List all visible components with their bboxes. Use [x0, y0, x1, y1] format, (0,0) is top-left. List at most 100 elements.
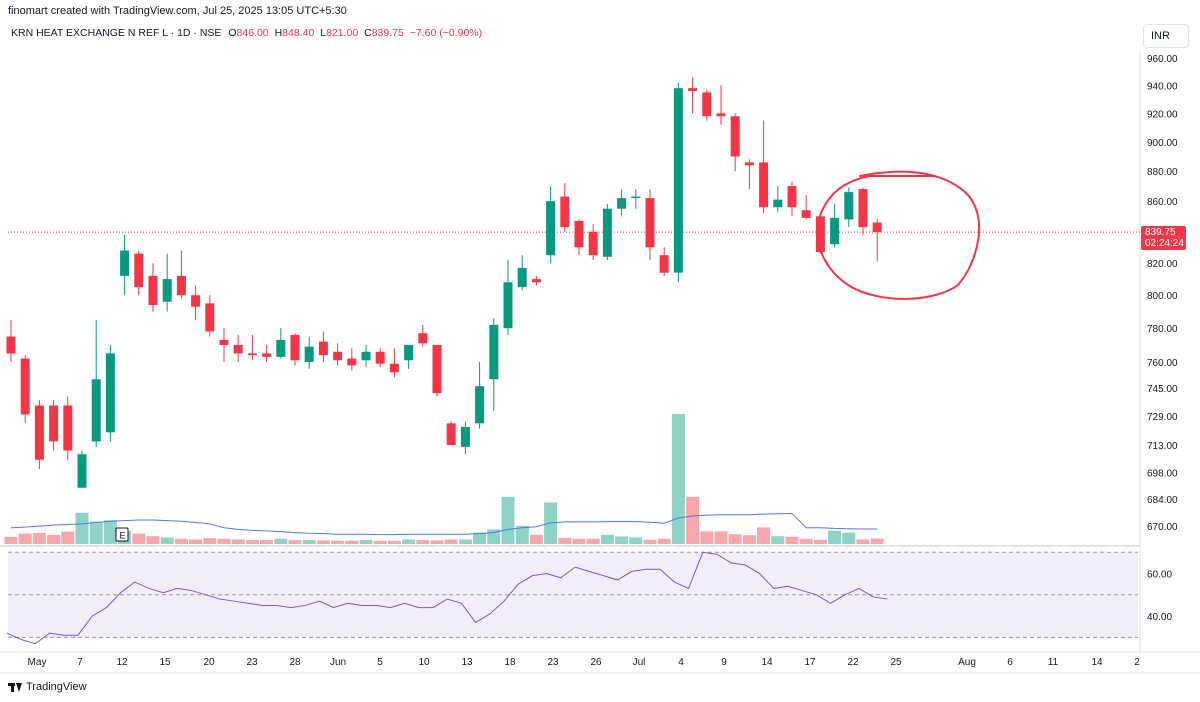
time-tick-label: 23 — [246, 657, 258, 668]
volume-bar — [231, 539, 245, 544]
candle-body — [759, 162, 769, 208]
candle-body — [503, 282, 513, 329]
brand-name: TradingView — [26, 681, 87, 693]
volume-bar — [444, 539, 458, 544]
volume-bar — [430, 540, 444, 544]
time-tick-label: 26 — [590, 657, 602, 668]
volume-bar — [47, 534, 61, 544]
volume-bar — [728, 534, 742, 544]
time-tick-label: 4 — [678, 657, 684, 668]
symbol-name[interactable]: KRN HEAT EXCHANGE N REF L · 1D · NSE — [11, 27, 222, 39]
candle-body — [120, 250, 130, 276]
candle-body — [517, 267, 527, 288]
volume-bar — [146, 536, 160, 544]
volume-bar — [217, 538, 231, 544]
volume-bar — [856, 539, 870, 544]
time-tick-label: 25 — [890, 657, 902, 668]
current-price-value: 839.75 — [1145, 227, 1176, 238]
volume-bar — [586, 538, 600, 544]
volume-bar — [260, 540, 274, 544]
price-tick-label: 880.00 — [1147, 167, 1178, 178]
time-tick-label: Aug — [958, 657, 976, 668]
high-label: H — [274, 27, 283, 39]
rsi-line — [6, 551, 888, 645]
candle-body — [858, 189, 868, 228]
volume-bar — [714, 531, 728, 544]
price-tick-label: 780.00 — [1147, 324, 1178, 335]
candle-body — [787, 186, 797, 208]
candle-body — [361, 351, 371, 361]
candle-body — [702, 92, 712, 117]
volume-bar — [288, 540, 302, 544]
candle-body — [162, 279, 172, 302]
time-tick-label: 28 — [289, 657, 301, 668]
volume-bar — [870, 538, 884, 544]
candle-body — [290, 334, 300, 361]
current-price-label: 839.75 02:24:24 — [1141, 226, 1186, 250]
time-tick-label: 7 — [77, 657, 83, 668]
volume-bar — [174, 538, 188, 544]
time-tick-label: 20 — [203, 657, 215, 668]
low-label: L — [320, 27, 327, 39]
volume-bar — [771, 536, 785, 544]
rsi-tick-label: 40.00 — [1147, 612, 1172, 623]
volume-bars — [4, 414, 884, 544]
volume-bar — [671, 414, 685, 544]
candle-body — [247, 353, 257, 356]
candle-body — [404, 344, 414, 361]
volume-bar — [316, 540, 330, 544]
volume-bar — [274, 538, 288, 544]
candle-body — [389, 363, 399, 373]
volume-bar — [757, 527, 771, 544]
open-value: 846.00 — [236, 27, 269, 39]
price-tick-label: 713.00 — [1147, 441, 1178, 452]
price-tick-label: 800.00 — [1147, 291, 1178, 302]
volume-bar — [785, 536, 799, 544]
candle-body — [730, 116, 740, 157]
candle-body — [63, 405, 73, 451]
time-tick-label: 13 — [461, 657, 473, 668]
volume-bar — [600, 534, 614, 544]
price-tick-label: 698.00 — [1147, 469, 1178, 480]
candle-body — [489, 324, 499, 380]
candle-body — [645, 198, 655, 248]
time-tick-label: 15 — [159, 657, 171, 668]
time-tick-label: 22 — [847, 657, 859, 668]
candles — [6, 77, 882, 488]
volume-bar — [89, 521, 103, 544]
candle-body — [844, 192, 854, 220]
candle-body — [659, 255, 669, 273]
volume-bar — [402, 539, 416, 544]
price-tick-label: 900.00 — [1147, 138, 1178, 149]
time-tick-label: 12 — [116, 657, 128, 668]
candle-body — [134, 253, 144, 288]
candle-body — [49, 405, 59, 442]
volume-bar — [813, 539, 827, 544]
candle-body — [446, 423, 456, 446]
candle-body — [617, 198, 627, 209]
volume-bar — [799, 538, 813, 544]
volume-bar — [742, 535, 756, 544]
price-tick-label: 940.00 — [1147, 81, 1178, 92]
candle-body — [815, 216, 825, 253]
volume-bar — [515, 525, 529, 544]
currency-button[interactable]: INR — [1143, 24, 1189, 48]
volume-bar — [643, 539, 657, 544]
candle-body — [304, 346, 314, 362]
candle-body — [574, 220, 584, 248]
candle-body — [347, 358, 357, 366]
tradingview-logo[interactable]: TradingView — [8, 681, 87, 693]
candle-body — [688, 88, 698, 91]
volume-bar — [160, 537, 174, 544]
volume-bar — [203, 538, 217, 544]
candle-body — [460, 426, 470, 447]
candle-body — [233, 344, 243, 354]
volume-ma-line — [10, 512, 878, 536]
candle-body — [333, 351, 343, 361]
tradingview-logo-icon — [8, 682, 22, 692]
volume-bar — [387, 540, 401, 544]
volume-bar — [18, 533, 32, 544]
candle-body — [602, 208, 612, 257]
volume-bar — [345, 540, 359, 544]
